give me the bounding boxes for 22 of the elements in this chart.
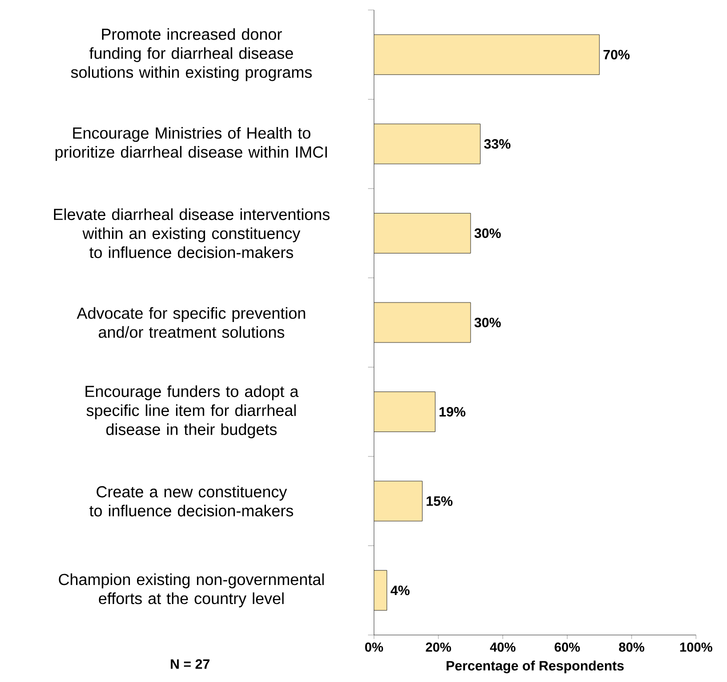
x-tick-label: 20% [426,642,452,652]
x-tick-label: 60% [554,642,580,652]
x-tick-label: 40% [490,642,516,652]
data-label: 15% [426,496,452,506]
x-tick-label: 100% [680,642,712,652]
y-tick-label: Champion existing non-governmental efforts at the country level [58,573,324,608]
x-axis-title: Percentage of Respondents [446,660,624,674]
y-tick-label: Encourage Ministries of Health to prioritize diarrheal disease within IMCI [56,126,327,161]
data-label: 30% [474,228,501,238]
data-label: 33% [484,139,510,149]
y-tick-label: Elevate diarrheal disease interventions within an existing constituency to influence decision-makers [54,208,330,258]
y-tick-label: Advocate for specific prevention and/or treatment solutions [76,307,306,338]
data-label: 30% [474,318,501,328]
data-label: 4% [390,586,410,596]
data-label: 19% [440,407,466,417]
y-tick-label: Create a new constituency to influence decision-makers [89,486,294,516]
x-tick-label: 80% [619,642,644,652]
text: N = 27 [170,659,210,669]
y-tick-label: Promote increased donor funding for diarrheal disease solutions within existing programs [70,28,312,82]
data-label: 70% [604,50,630,60]
x-tick-label: 0% [365,642,384,652]
y-tick-label: Encourage funders to adopt a specific line item for diarrheal disease in their budgets [86,385,299,438]
